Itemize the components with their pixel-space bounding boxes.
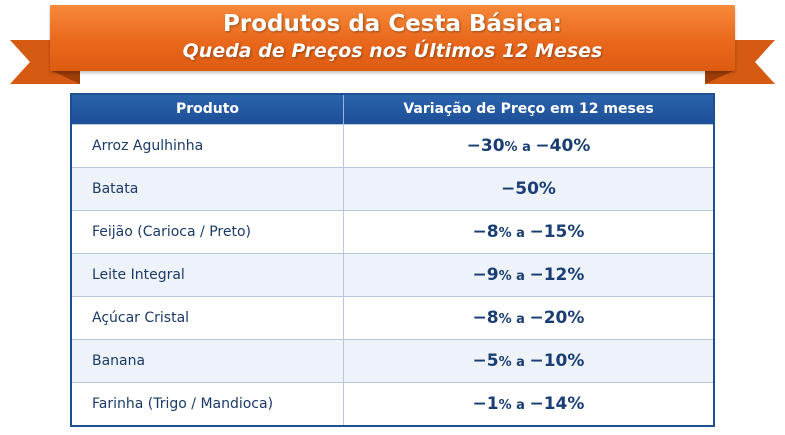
price-change: −30% a −40%	[344, 125, 713, 167]
product-name: Batata	[72, 168, 344, 210]
chart-subtitle: Queda de Preços nos Últimos 12 Meses	[182, 40, 603, 62]
product-name: Leite Integral	[72, 254, 344, 296]
price-change: −9% a −12%	[344, 254, 713, 296]
change-to: −20	[529, 308, 568, 328]
header-produto: Produto	[72, 95, 344, 124]
chart-title: Produtos da Cesta Básica:	[223, 11, 562, 37]
unit: %	[573, 136, 591, 156]
unit: %	[567, 351, 585, 371]
product-name: Banana	[72, 340, 344, 382]
unit: %	[567, 265, 585, 285]
unit-range: % a	[498, 269, 530, 284]
table-row: Açúcar Cristal −8% a −20%	[72, 296, 713, 339]
product-name: Açúcar Cristal	[72, 297, 344, 339]
change-from: −8	[472, 222, 499, 242]
unit-range: % a	[498, 312, 530, 327]
table-row: Banana −5% a −10%	[72, 339, 713, 382]
change-to: −12	[529, 265, 568, 285]
change-from: −5	[472, 351, 499, 371]
product-name: Arroz Agulhinha	[72, 125, 344, 167]
change-from: −1	[472, 394, 499, 414]
unit-range: % a	[498, 226, 530, 241]
change-from: −30	[466, 136, 505, 156]
table-row: Batata −50%	[72, 167, 713, 210]
change-from: −9	[472, 265, 499, 285]
change-to: −14	[529, 394, 568, 414]
unit: %	[567, 222, 585, 242]
price-change: −8% a −15%	[344, 211, 713, 253]
table-row: Farinha (Trigo / Mandioca) −1% a −14%	[72, 382, 713, 425]
change-to: −40	[535, 136, 574, 156]
product-name: Farinha (Trigo / Mandioca)	[72, 383, 344, 425]
price-change: −50%	[344, 168, 713, 210]
unit-range: % a	[498, 355, 530, 370]
header-variacao: Variação de Preço em 12 meses	[403, 101, 654, 117]
unit-range: % a	[504, 140, 536, 155]
change-value: −50%	[501, 179, 556, 199]
unit-range: % a	[498, 398, 530, 413]
table-header: Produto Variação de Preço em 12 meses	[72, 95, 713, 124]
price-table: Produto Variação de Preço em 12 meses Ar…	[70, 93, 715, 427]
price-change: −8% a −20%	[344, 297, 713, 339]
table-body: Arroz Agulhinha −30% a −40% Batata −50% Feij…	[72, 124, 713, 425]
product-name: Feijão (Carioca / Preto)	[72, 211, 344, 253]
price-change: −1% a −14%	[344, 383, 713, 425]
table-row: Feijão (Carioca / Preto) −8% a −15%	[72, 210, 713, 253]
change-to: −15	[529, 222, 568, 242]
change-to: −10	[529, 351, 568, 371]
unit: %	[567, 308, 585, 328]
change-from: −8	[472, 308, 499, 328]
price-change: −5% a −10%	[344, 340, 713, 382]
ribbon-main: Produtos da Cesta Básica: Queda de Preço…	[50, 5, 735, 71]
table-row: Arroz Agulhinha −30% a −40%	[72, 124, 713, 167]
unit: %	[567, 394, 585, 414]
title-banner: Produtos da Cesta Básica: Queda de Preço…	[0, 0, 785, 90]
table-row: Leite Integral −9% a −12%	[72, 253, 713, 296]
